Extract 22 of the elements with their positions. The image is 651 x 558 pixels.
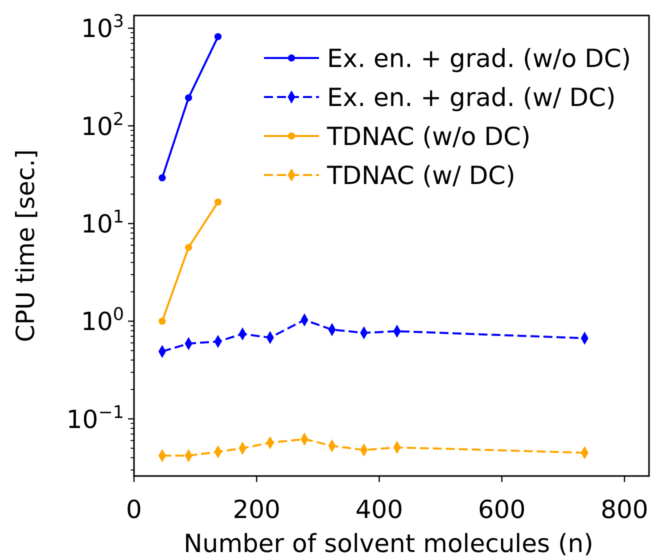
point xyxy=(214,33,222,40)
legend-label: Ex. en. + grad. (w/o DC) xyxy=(327,44,632,73)
x-tick-label: 0 xyxy=(126,495,142,524)
y-axis-title: CPU time [sec.] xyxy=(11,149,40,342)
y-tick-label: 10$^{0}$ xyxy=(81,305,124,336)
x-axis-title: Number of solvent molecules (n) xyxy=(184,529,594,558)
y-tick-label: 10$^{−1}$ xyxy=(66,402,124,434)
x-tick-label: 200 xyxy=(232,495,280,524)
legend-label: Ex. en. + grad. (w/ DC) xyxy=(327,83,616,112)
x-tick-label: 400 xyxy=(355,495,404,524)
y-tick-label: 10$^{2}$ xyxy=(81,110,124,141)
point xyxy=(158,318,166,325)
point xyxy=(214,198,222,206)
legend-label: TDNAC (w/o DC) xyxy=(326,122,531,151)
point xyxy=(184,244,192,251)
x-tick-label: 800 xyxy=(600,495,648,524)
x-tick-label: 600 xyxy=(478,495,526,524)
point xyxy=(184,94,192,102)
point xyxy=(158,174,166,182)
legend-label: TDNAC (w/ DC) xyxy=(326,161,516,190)
y-tick-label: 10$^{1}$ xyxy=(81,208,124,239)
y-tick-label: 10$^{3}$ xyxy=(81,12,124,44)
